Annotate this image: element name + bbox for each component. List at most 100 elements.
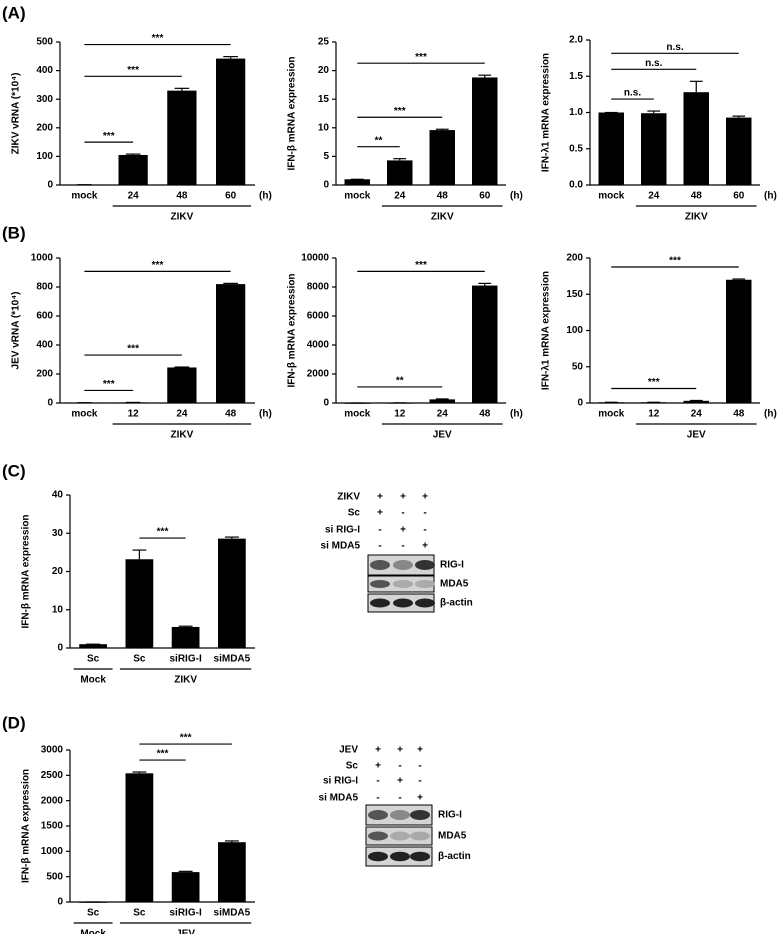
y-tick-label: 20 — [318, 65, 330, 76]
y-tick-label: 10000 — [301, 253, 329, 264]
x-tick-label: 12 — [394, 409, 406, 420]
bar — [171, 626, 200, 648]
condition-sign: - — [376, 776, 379, 787]
condition-sign: + — [400, 492, 406, 503]
significance-label: *** — [415, 52, 427, 63]
y-tick-label: 10 — [318, 122, 330, 133]
condition-sign: - — [398, 761, 401, 772]
bar — [218, 842, 246, 902]
significance-label: n.s. — [645, 58, 662, 69]
bar — [216, 284, 246, 403]
y-tick-label: 3000 — [41, 745, 64, 756]
y-tick-label: 600 — [36, 311, 53, 322]
condition-label: JEV — [339, 745, 358, 756]
bar — [683, 400, 709, 403]
y-tick-label: 6000 — [307, 311, 330, 322]
blot-band — [410, 851, 430, 862]
y-tick-label: 200 — [36, 369, 53, 380]
y-tick-label: 2.0 — [569, 35, 583, 46]
y-tick-label: 500 — [46, 871, 63, 882]
x-tick-label: 48 — [437, 191, 449, 202]
y-axis-label: IFN-β mRNA expression — [287, 273, 298, 387]
blot-band — [415, 560, 435, 570]
band-label: RIG-I — [440, 560, 464, 571]
y-tick-label: 10 — [52, 604, 64, 615]
y-axis-label: IFN-β mRNA expression — [287, 56, 298, 170]
bar — [472, 285, 498, 403]
y-tick-label: 150 — [566, 289, 583, 300]
y-tick-label: 1000 — [31, 253, 54, 264]
y-tick-label: 8000 — [307, 282, 330, 293]
panel-label: (B) — [2, 223, 26, 242]
significance-label: ** — [375, 135, 383, 146]
significance-label: *** — [103, 131, 115, 142]
panel-label: (D) — [2, 713, 26, 732]
y-tick-label: 0 — [47, 398, 53, 409]
group-label: ZIKV — [431, 212, 454, 223]
bar — [683, 92, 709, 185]
bar — [171, 872, 200, 902]
x-tick-label: 60 — [733, 191, 745, 202]
x-tick-label: 24 — [176, 409, 188, 420]
x-tick-label: 12 — [648, 409, 660, 420]
condition-sign: - — [418, 776, 421, 787]
bar — [216, 58, 246, 186]
condition-label: Sc — [348, 508, 361, 519]
bar — [429, 130, 455, 185]
blot-band — [370, 560, 390, 570]
significance-label: *** — [415, 260, 427, 271]
y-tick-label: 800 — [36, 282, 53, 293]
group-label: ZIKV — [170, 212, 193, 223]
x-tick-label: mock — [344, 409, 371, 420]
significance-label: *** — [648, 377, 660, 388]
x-tick-label: mock — [344, 191, 371, 202]
y-tick-label: 300 — [36, 94, 53, 105]
condition-label: si MDA5 — [319, 793, 359, 804]
blot-band — [390, 831, 410, 841]
blot-band — [390, 851, 410, 862]
condition-sign: + — [422, 541, 428, 552]
significance-label: *** — [127, 65, 139, 76]
condition-sign: - — [398, 793, 401, 804]
significance-label: *** — [152, 260, 164, 271]
bar — [598, 112, 624, 185]
y-tick-label: 25 — [318, 37, 330, 48]
y-tick-label: 4000 — [307, 340, 330, 351]
condition-sign: + — [417, 793, 423, 804]
blot-band — [370, 598, 390, 608]
blot-band — [410, 831, 430, 841]
y-tick-label: 0 — [47, 180, 53, 191]
condition-sign: + — [377, 492, 383, 503]
y-tick-label: 50 — [572, 361, 584, 372]
y-tick-label: 5 — [323, 151, 329, 162]
group-label: Mock — [80, 675, 106, 686]
x-tick-label: 60 — [225, 191, 237, 202]
y-tick-label: 0.5 — [569, 143, 583, 154]
bar — [387, 160, 413, 185]
blot-band — [393, 580, 413, 588]
y-tick-label: 1500 — [41, 821, 64, 832]
condition-sign: + — [397, 745, 403, 756]
significance-label: *** — [157, 749, 169, 760]
x-tick-label: 60 — [479, 191, 491, 202]
x-tick-label: 48 — [479, 409, 491, 420]
condition-label: Sc — [346, 761, 359, 772]
band-label: β-actin — [440, 598, 473, 609]
y-tick-label: 20 — [52, 566, 64, 577]
x-tick-label: 24 — [648, 191, 660, 202]
bar — [344, 179, 370, 185]
bar — [641, 113, 667, 185]
y-tick-label: 0 — [323, 398, 329, 409]
condition-sign: - — [418, 761, 421, 772]
y-tick-label: 100 — [36, 151, 53, 162]
x-unit: (h) — [764, 409, 777, 420]
x-tick-label: 48 — [691, 191, 703, 202]
x-tick-label: mock — [598, 191, 625, 202]
y-tick-label: 2000 — [41, 795, 64, 806]
x-tick-label: 48 — [733, 409, 745, 420]
y-tick-label: 100 — [566, 325, 583, 336]
significance-label: *** — [394, 106, 406, 117]
condition-sign: + — [400, 525, 406, 536]
y-tick-label: 0 — [57, 643, 63, 654]
